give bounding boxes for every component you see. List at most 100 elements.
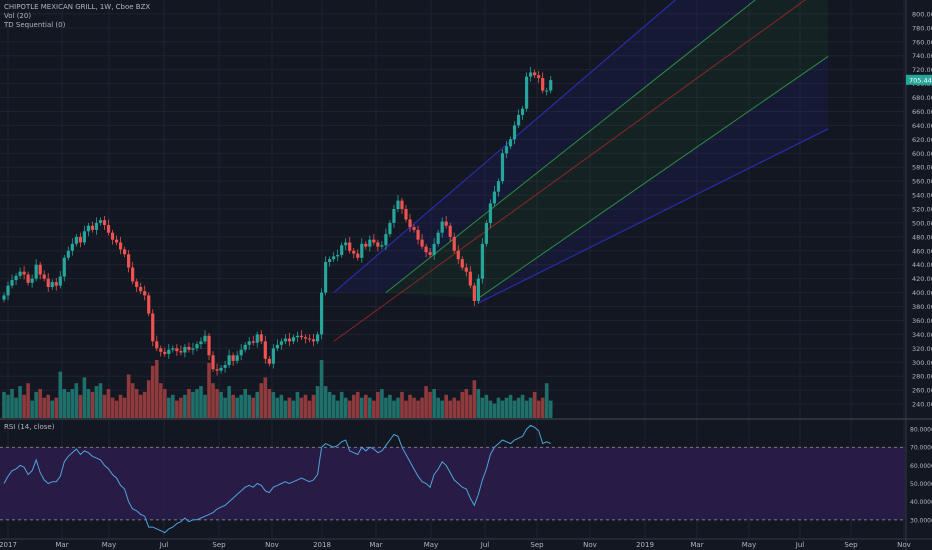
candle-body[interactable] [38,264,42,275]
candle-body[interactable] [42,274,46,279]
candle-body[interactable] [352,250,356,254]
rsi-indicator-label[interactable]: RSI (14, close) [4,423,55,431]
rsi-series-line[interactable] [3,424,551,534]
price-axis[interactable]: 240.00 260.00 280.00 300.00 320.00 340.00 360.… [912,10,932,408]
candle-body[interactable] [271,348,275,364]
candle-body[interactable] [94,222,99,230]
candle-body[interactable] [82,231,86,243]
candle-body[interactable] [388,222,392,235]
candle-body[interactable] [223,365,227,368]
candle-body[interactable] [90,225,95,230]
rsi-axis[interactable]: 30.0000 40.0000 50.0000 60.0000 70.0000 80.00… [910,427,932,525]
candle-body[interactable] [315,334,320,342]
candle-body[interactable] [14,275,18,281]
candle-body[interactable] [456,250,460,260]
candle-body[interactable] [356,253,360,258]
candle-body[interactable] [110,232,115,240]
candle-body[interactable] [66,250,70,258]
candle-body[interactable] [392,209,396,223]
candle-body[interactable] [311,339,316,342]
candle-body[interactable] [348,242,352,251]
candle-body[interactable] [34,264,38,279]
candle-body[interactable] [98,220,103,223]
candle-body[interactable] [86,225,91,232]
candle-body[interactable] [299,335,304,338]
candle-body[interactable] [6,285,10,296]
candle-body[interactable] [10,280,14,286]
candle-body[interactable] [227,355,231,366]
candle-body[interactable] [62,257,66,277]
pitchfork-channel[interactable] [333,0,829,342]
candle-body[interactable] [332,256,336,260]
candle-body[interactable] [432,243,436,255]
candle-body[interactable] [179,351,183,353]
candle-body[interactable] [251,341,255,343]
candle-body[interactable] [408,219,412,228]
candle-body[interactable] [46,278,50,288]
candle-body[interactable] [360,243,364,258]
candle-body[interactable] [520,108,525,115]
candle-body[interactable] [106,225,111,233]
candle-body[interactable] [420,239,424,247]
candle-body[interactable] [500,153,505,182]
candle-body[interactable] [291,337,296,342]
candle-body[interactable] [545,90,549,92]
candle-body[interactable] [183,346,187,353]
candle-body[interactable] [143,291,147,296]
candle-body[interactable] [127,254,131,268]
candle-body[interactable] [440,221,444,233]
candle-body[interactable] [428,252,432,255]
candle-body[interactable] [444,221,448,226]
candle-body[interactable] [151,313,155,342]
pitchfork-median-line[interactable] [333,0,828,342]
candle-body[interactable] [504,146,509,154]
candle-body[interactable] [336,254,340,257]
candle-body[interactable] [199,341,203,345]
candle-body[interactable] [319,292,324,335]
candle-body[interactable] [235,355,239,361]
candle-body[interactable] [155,341,159,349]
candle-body[interactable] [22,271,26,275]
candle-body[interactable] [488,203,493,223]
candle-body[interactable] [219,367,223,371]
candle-body[interactable] [102,220,107,226]
candle-body[interactable] [211,355,215,370]
candle-body[interactable] [114,239,119,243]
candle-body[interactable] [476,278,480,301]
candle-body[interactable] [448,225,452,237]
candle-body[interactable] [529,72,533,77]
candle-body[interactable] [18,271,22,276]
candle-body[interactable] [283,338,287,342]
candle-body[interactable] [508,139,513,147]
candle-body[interactable] [492,191,497,204]
candle-body[interactable] [58,276,62,286]
candle-body[interactable] [512,125,517,140]
candle-body[interactable] [279,341,283,345]
candle-body[interactable] [424,246,428,253]
candle-body[interactable] [175,348,179,352]
candle-body[interactable] [484,222,488,244]
candle-body[interactable] [123,249,127,255]
candle-body[interactable] [287,338,292,342]
candle-body[interactable] [139,287,143,292]
time-axis[interactable]: 2017 Mar May Jul Sep Nov 2018 Mar May Jul Sep Nov 20… [0,541,911,549]
candle-body[interactable] [464,267,468,272]
volume-indicator-label[interactable]: Vol (20) [4,12,32,20]
candle-body[interactable] [328,259,332,262]
pitchfork-inner-upper-line[interactable] [385,0,828,293]
candle-body[interactable] [195,344,199,349]
candle-body[interactable] [163,351,167,354]
candle-body[interactable] [372,239,376,243]
candle-body[interactable] [472,285,476,301]
candle-body[interactable] [54,282,58,286]
pitchfork-outer-upper-line[interactable] [333,0,828,293]
candle-body[interactable] [118,242,123,250]
candle-body[interactable] [147,295,151,314]
candle-body[interactable] [400,200,404,209]
candle-body[interactable] [203,335,207,342]
candle-body[interactable] [307,338,312,340]
candle-body[interactable] [131,267,135,282]
candle-body[interactable] [243,344,247,350]
